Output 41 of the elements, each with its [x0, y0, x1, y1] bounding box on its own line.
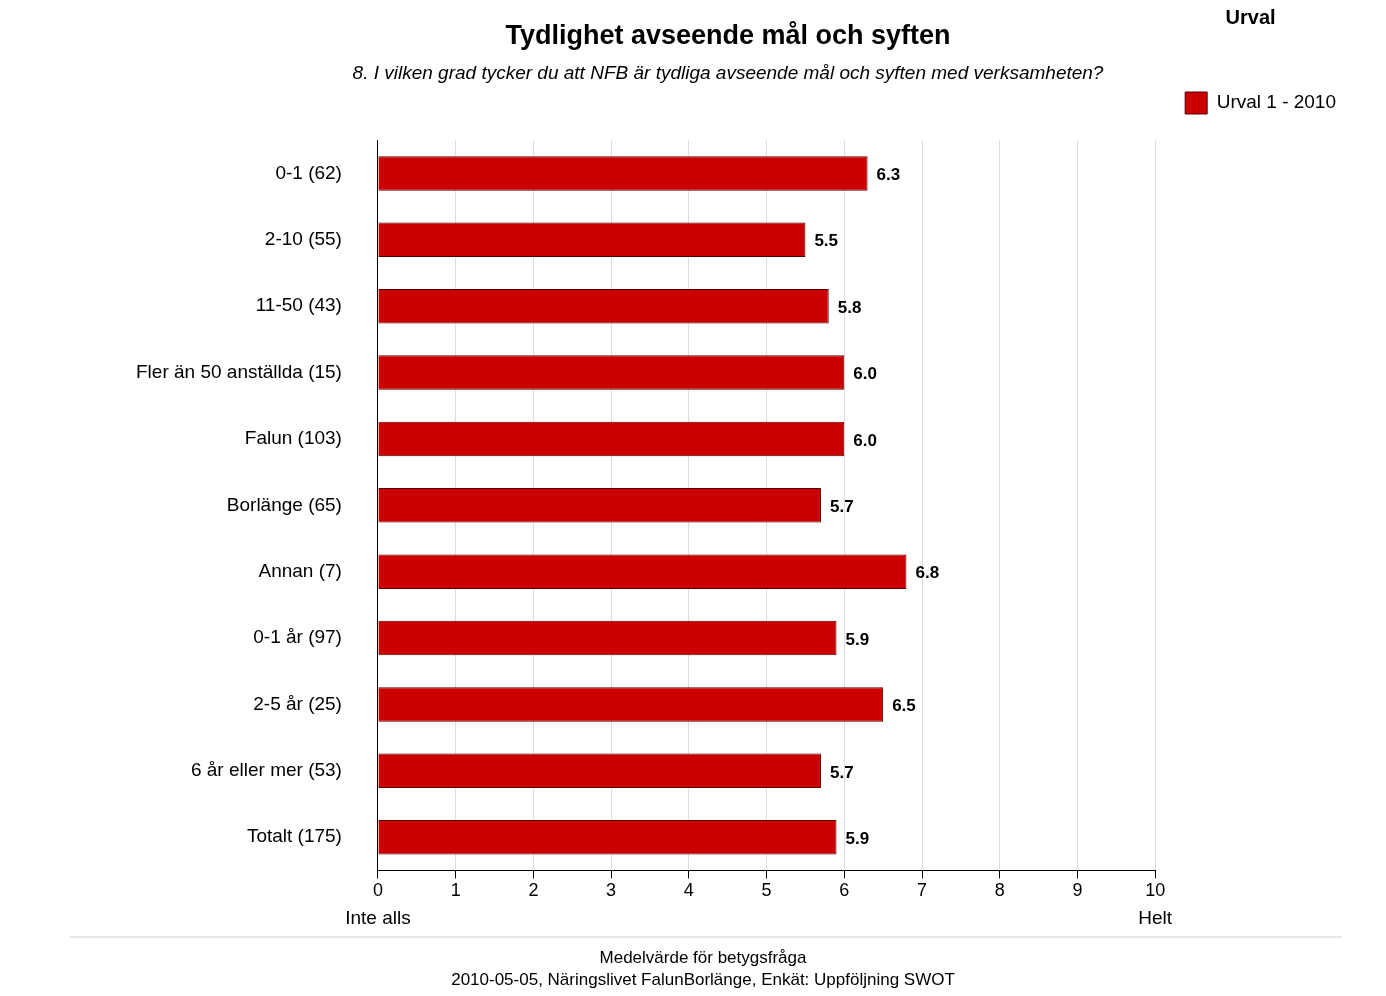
x-tick-label: 9 — [1072, 880, 1083, 901]
y-tick-label: Totalt (175) — [246, 825, 342, 847]
data-label: 5.8 — [837, 297, 862, 317]
data-label: 6.5 — [892, 696, 916, 716]
x-tick-label: 3 — [606, 880, 617, 901]
data-label: 5.7 — [829, 762, 854, 782]
chart-subtitle: 8. I vilken grad tycker du att NFB är tydliga avseende mål och syften med verksamheten? — [352, 62, 1104, 84]
data-label: 5.9 — [845, 828, 870, 848]
data-label: 6.8 — [915, 563, 940, 583]
legend-title: Urval — [1225, 5, 1276, 28]
chart-title: Tydlighet avseende mål och syften — [505, 19, 951, 50]
x-tick-label: 2 — [528, 880, 539, 901]
data-label: 6.3 — [876, 165, 901, 185]
y-tick-label: 0-1 år (97) — [253, 626, 342, 648]
y-tick-label: Borlänge (65) — [226, 493, 342, 515]
legend-label: Urval 1 - 2010 — [1216, 91, 1337, 113]
text: Helt — [1138, 906, 1173, 928]
y-tick-label: Falun (103) — [244, 427, 342, 449]
y-tick-label: 6 år eller mer (53) — [190, 759, 342, 781]
x-tick-label: 6 — [839, 880, 850, 901]
text: 2010-05-05, Näringslivet FalunBorlänge, Enkät: Uppföljning SWOT — [451, 969, 955, 989]
text: Medelvärde för betygsfråga — [599, 947, 808, 967]
y-tick-label: 2-5 år (25) — [253, 692, 342, 714]
data-label: 5.9 — [845, 629, 870, 649]
x-tick-label: 0 — [372, 880, 383, 901]
data-label: 5.7 — [829, 496, 854, 516]
y-tick-label: Annan (7) — [258, 559, 342, 581]
y-tick-label: 11-50 (43) — [255, 294, 342, 316]
data-label: 6.0 — [853, 364, 877, 384]
y-tick-label: 0-1 (62) — [275, 161, 342, 183]
x-tick-label: 5 — [761, 880, 772, 901]
data-label: 6.0 — [853, 430, 877, 450]
y-tick-label: 2-10 (55) — [264, 228, 342, 250]
x-tick-label: 8 — [994, 880, 1005, 901]
text: Inte alls — [345, 906, 411, 928]
x-tick-label: 1 — [450, 880, 461, 901]
y-tick-label: Fler än 50 anställda (15) — [135, 360, 342, 382]
x-tick-label: 7 — [916, 880, 928, 901]
data-label: 5.5 — [814, 231, 839, 251]
x-tick-label: 10 — [1145, 880, 1166, 901]
x-tick-label: 4 — [683, 880, 694, 901]
